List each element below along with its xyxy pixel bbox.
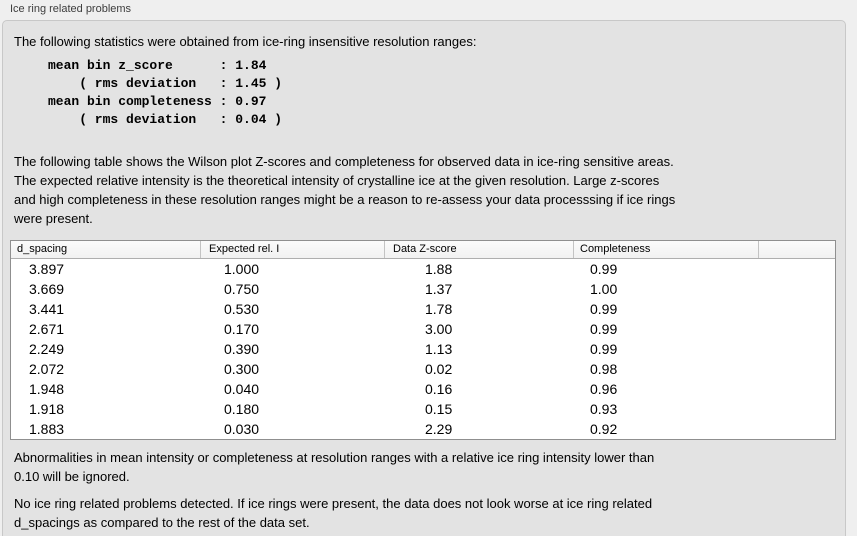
- column-header-completeness[interactable]: Completeness: [573, 241, 758, 258]
- cell-d-spacing: 2.072: [29, 361, 65, 377]
- cell-expected-rel-i: 0.180: [224, 401, 260, 417]
- cell-empty: [758, 419, 835, 439]
- cell-d-spacing: 3.441: [29, 301, 65, 317]
- cell-data-z-score: 0.16: [425, 381, 453, 397]
- column-header-data-z-score[interactable]: Data Z-score: [384, 241, 573, 258]
- cell-empty: [758, 379, 835, 399]
- ice-ring-table: d_spacing Expected rel. I Data Z-score C…: [10, 240, 836, 440]
- table-row[interactable]: 3.669 0.750 1.37 1.00: [11, 279, 835, 299]
- cell-completeness: 0.93: [590, 401, 618, 417]
- table-row[interactable]: 3.441 0.530 1.78 0.99: [11, 299, 835, 319]
- cell-completeness: 0.99: [590, 341, 618, 357]
- description-text: The following table shows the Wilson plo…: [14, 154, 676, 226]
- panel-title: Ice ring related problems: [10, 3, 132, 15]
- table-row[interactable]: 3.897 1.000 1.88 0.99: [11, 259, 835, 279]
- cell-data-z-score: 1.37: [425, 281, 453, 297]
- cell-expected-rel-i: 0.750: [224, 281, 260, 297]
- table-header-row: d_spacing Expected rel. I Data Z-score C…: [11, 241, 835, 259]
- conclusion-text: No ice ring related problems detected. I…: [14, 496, 653, 530]
- cell-d-spacing: 1.918: [29, 401, 65, 417]
- cell-expected-rel-i: 1.000: [224, 261, 260, 277]
- cell-d-spacing: 2.249: [29, 341, 65, 357]
- cell-empty: [758, 279, 835, 299]
- intro-text: The following statistics were obtained f…: [14, 34, 477, 49]
- stats-block: mean bin z_score : 1.84 ( rms deviation …: [48, 58, 283, 127]
- group-box: The following statistics were obtained f…: [2, 20, 846, 536]
- cell-d-spacing: 1.883: [29, 421, 65, 437]
- cell-empty: [758, 299, 835, 319]
- cell-data-z-score: 1.13: [425, 341, 453, 357]
- cell-empty: [758, 259, 835, 279]
- table-row[interactable]: 1.948 0.040 0.16 0.96: [11, 379, 835, 399]
- cell-d-spacing: 3.669: [29, 281, 65, 297]
- column-header-empty[interactable]: [758, 241, 835, 258]
- ignore-note-text: Abnormalities in mean intensity or compl…: [14, 450, 655, 484]
- column-header-d-spacing[interactable]: d_spacing: [17, 243, 68, 255]
- cell-data-z-score: 0.02: [425, 361, 453, 377]
- cell-completeness: 1.00: [590, 281, 618, 297]
- cell-completeness: 0.98: [590, 361, 618, 377]
- cell-completeness: 0.99: [590, 321, 618, 337]
- table-row[interactable]: 1.918 0.180 0.15 0.93: [11, 399, 835, 419]
- cell-expected-rel-i: 0.300: [224, 361, 260, 377]
- table-row[interactable]: 1.883 0.030 2.29 0.92: [11, 419, 835, 439]
- cell-expected-rel-i: 0.530: [224, 301, 260, 317]
- cell-completeness: 0.99: [590, 261, 618, 277]
- cell-expected-rel-i: 0.170: [224, 321, 260, 337]
- cell-d-spacing: 3.897: [29, 261, 65, 277]
- cell-expected-rel-i: 0.030: [224, 421, 260, 437]
- cell-empty: [758, 319, 835, 339]
- cell-completeness: 0.92: [590, 421, 618, 437]
- cell-data-z-score: 1.88: [425, 261, 453, 277]
- column-header-expected-rel-i[interactable]: Expected rel. I: [200, 241, 384, 258]
- table-row[interactable]: 2.249 0.390 1.13 0.99: [11, 339, 835, 359]
- cell-empty: [758, 399, 835, 419]
- cell-data-z-score: 1.78: [425, 301, 453, 317]
- cell-expected-rel-i: 0.040: [224, 381, 260, 397]
- table-row[interactable]: 2.671 0.170 3.00 0.99: [11, 319, 835, 339]
- cell-d-spacing: 2.671: [29, 321, 65, 337]
- table-row[interactable]: 2.072 0.300 0.02 0.98: [11, 359, 835, 379]
- cell-completeness: 0.99: [590, 301, 618, 317]
- cell-expected-rel-i: 0.390: [224, 341, 260, 357]
- cell-data-z-score: 2.29: [425, 421, 453, 437]
- cell-d-spacing: 1.948: [29, 381, 65, 397]
- cell-completeness: 0.96: [590, 381, 618, 397]
- cell-empty: [758, 339, 835, 359]
- cell-empty: [758, 359, 835, 379]
- cell-data-z-score: 0.15: [425, 401, 453, 417]
- cell-data-z-score: 3.00: [425, 321, 453, 337]
